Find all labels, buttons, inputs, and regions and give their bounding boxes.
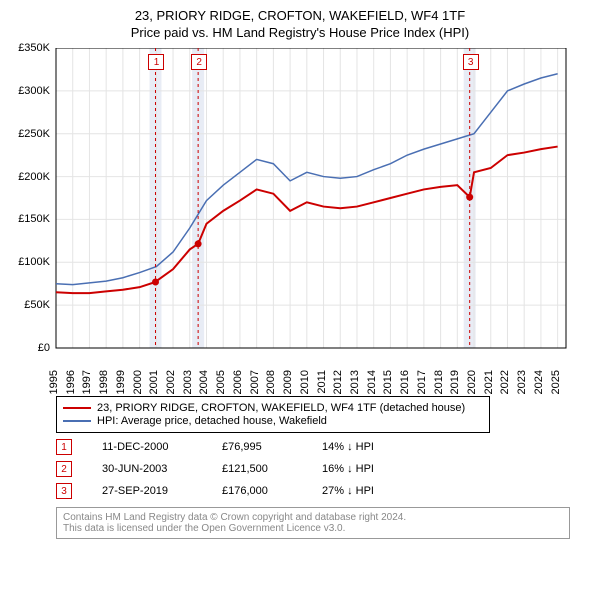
attribution-footer: Contains HM Land Registry data © Crown c…	[56, 507, 570, 539]
legend-item: 23, PRIORY RIDGE, CROFTON, WAKEFIELD, WF…	[63, 402, 483, 414]
sale-marker-number: 1	[56, 439, 72, 455]
chart-title: 23, PRIORY RIDGE, CROFTON, WAKEFIELD, WF…	[8, 8, 592, 23]
marker-dot	[152, 279, 159, 286]
sale-price: £76,995	[222, 441, 292, 453]
footer-line: This data is licensed under the Open Gov…	[63, 523, 563, 534]
x-axis-label: 2025	[550, 370, 586, 394]
sales-table: 1 11-DEC-2000 £76,995 14% ↓ HPI 2 30-JUN-2003…	[56, 439, 592, 499]
marker-number-box: 2	[191, 54, 207, 70]
sale-date: 30-JUN-2003	[102, 463, 192, 475]
legend: 23, PRIORY RIDGE, CROFTON, WAKEFIELD, WF…	[56, 396, 490, 433]
marker-dot	[195, 240, 202, 247]
marker-number-box: 3	[463, 54, 479, 70]
legend-swatch	[63, 407, 91, 409]
y-axis-label: £150K	[8, 213, 50, 225]
legend-item: HPI: Average price, detached house, Wake…	[63, 415, 483, 427]
y-axis-label: £50K	[8, 299, 50, 311]
chart-subtitle: Price paid vs. HM Land Registry's House …	[8, 25, 592, 40]
legend-label: 23, PRIORY RIDGE, CROFTON, WAKEFIELD, WF…	[97, 402, 465, 414]
plot-border	[56, 48, 566, 348]
y-axis-label: £0	[8, 342, 50, 354]
y-axis-label: £250K	[8, 128, 50, 140]
sale-delta: 27% ↓ HPI	[322, 485, 412, 497]
sale-delta: 16% ↓ HPI	[322, 463, 412, 475]
sale-date: 11-DEC-2000	[102, 441, 192, 453]
sale-delta: 14% ↓ HPI	[322, 441, 412, 453]
legend-label: HPI: Average price, detached house, Wake…	[97, 415, 327, 427]
y-axis-label: £200K	[8, 171, 50, 183]
sale-price: £121,500	[222, 463, 292, 475]
chart-svg	[8, 48, 568, 350]
legend-swatch	[63, 420, 91, 422]
footer-line: Contains HM Land Registry data © Crown c…	[63, 512, 563, 523]
sale-price: £176,000	[222, 485, 292, 497]
y-axis-label: £100K	[8, 256, 50, 268]
sale-date: 27-SEP-2019	[102, 485, 192, 497]
sale-marker-number: 3	[56, 483, 72, 499]
y-axis-label: £350K	[8, 42, 50, 54]
marker-dot	[466, 194, 473, 201]
sale-row: 2 30-JUN-2003 £121,500 16% ↓ HPI	[56, 461, 592, 477]
price-chart: £0£50K£100K£150K£200K£250K£300K£350K1995…	[8, 48, 568, 388]
sale-row: 1 11-DEC-2000 £76,995 14% ↓ HPI	[56, 439, 592, 455]
marker-number-box: 1	[148, 54, 164, 70]
sale-row: 3 27-SEP-2019 £176,000 27% ↓ HPI	[56, 483, 592, 499]
sale-marker-number: 2	[56, 461, 72, 477]
y-axis-label: £300K	[8, 85, 50, 97]
